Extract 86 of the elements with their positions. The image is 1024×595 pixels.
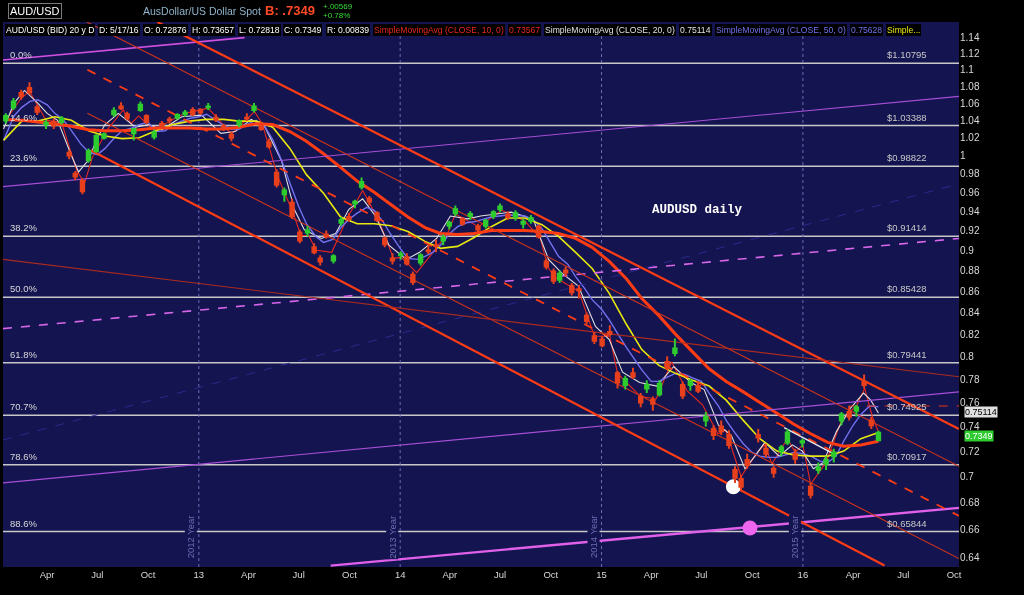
text: SimpleMovingAvg (CLOSE, 50, 0) bbox=[716, 25, 846, 35]
ref-line-label: $0.91414 bbox=[887, 222, 927, 233]
annotation: 0.73567 bbox=[509, 25, 541, 35]
y-tick-label: 1.06 bbox=[960, 97, 980, 109]
x-tick-label: Jul bbox=[695, 568, 708, 580]
y-tick-label: 1 bbox=[960, 150, 966, 162]
x-tick-label: 14 bbox=[394, 568, 406, 580]
y-tick-label: 1.14 bbox=[960, 32, 980, 44]
y-tick-label: 0.78 bbox=[960, 373, 980, 385]
annotation: 78.6% bbox=[10, 451, 38, 462]
x-tick-label: Oct bbox=[946, 568, 962, 580]
annotation: L: 0.72818 bbox=[239, 25, 280, 35]
x-tick-label: 15 bbox=[596, 568, 607, 580]
annotation: 50.0% bbox=[10, 283, 38, 294]
y-tick-label: 0.68 bbox=[960, 497, 980, 509]
ref-line-label: $1.03388 bbox=[887, 112, 927, 123]
annotation: H: 0.73657 bbox=[192, 25, 235, 35]
y-tick-label: 1.08 bbox=[960, 80, 980, 92]
y-tick-label: 0.76 bbox=[960, 396, 980, 408]
y-tick-label: 0.92 bbox=[960, 225, 980, 237]
annotation: C: 0.7349 bbox=[284, 25, 322, 35]
annotation: AUDUSD daily bbox=[652, 203, 743, 217]
x-tick-label: 13 bbox=[193, 568, 205, 580]
y-tick-label: 1.12 bbox=[960, 48, 980, 60]
x-tick-label: Apr bbox=[241, 568, 256, 580]
text: B: .7349 bbox=[265, 3, 315, 18]
annotation: 0.75628 bbox=[851, 25, 883, 35]
annotation: 70.7% bbox=[10, 401, 38, 412]
annotation: 38.2% bbox=[10, 222, 38, 233]
y-tick-label: 1.02 bbox=[960, 132, 980, 144]
y-tick-label: 0.98 bbox=[960, 168, 980, 180]
ref-line-label: $0.70917 bbox=[887, 451, 927, 462]
x-tick-label: Oct bbox=[342, 568, 358, 580]
y-tick-label: 0.74 bbox=[960, 420, 980, 432]
text: AusDollar/US Dollar Spot bbox=[143, 5, 261, 17]
annotation: 0.75114 bbox=[680, 25, 711, 35]
y-tick-label: 1.04 bbox=[960, 114, 980, 126]
y-tick-label: 0.84 bbox=[960, 306, 980, 318]
y-tick-label: 0.88 bbox=[960, 265, 980, 277]
x-tick-label: Apr bbox=[442, 568, 458, 580]
ref-line-label: 2014 Year bbox=[588, 515, 600, 559]
ref-line-label: $1.10795 bbox=[887, 49, 927, 60]
ref-line-label: 2012 Year bbox=[185, 515, 197, 559]
text: AUD/USD bbox=[10, 5, 60, 17]
y-tick-label: 0.86 bbox=[960, 285, 980, 297]
y-tick-label: 0.82 bbox=[960, 328, 980, 340]
text: +0.78% bbox=[323, 11, 351, 20]
chart-title: AUD/USD (BID) 20 y D bbox=[6, 25, 95, 35]
x-tick-label: Oct bbox=[140, 568, 156, 580]
annotation: R: 0.00839 bbox=[327, 25, 370, 35]
ref-line-label: $0.98822 bbox=[887, 152, 927, 163]
annotation: 61.8% bbox=[10, 349, 38, 360]
text: SimpleMovingAvg (CLOSE, 10, 0) bbox=[374, 25, 504, 35]
y-tick-label: 0.72 bbox=[960, 445, 980, 457]
x-tick-label: 16 bbox=[797, 568, 809, 580]
x-tick-label: Apr bbox=[845, 568, 861, 580]
ref-line-label: $0.85428 bbox=[887, 283, 927, 294]
y-tick-label: 0.66 bbox=[960, 523, 980, 535]
y-tick-label: 0.7 bbox=[960, 470, 975, 482]
text: Simple... bbox=[887, 25, 921, 35]
ref-line-label: $0.79441 bbox=[887, 349, 927, 360]
annotation: D: 5/17/16 bbox=[99, 25, 139, 35]
y-tick-label: 0.8 bbox=[960, 350, 975, 362]
ref-line-label: 2013 Year bbox=[386, 515, 398, 559]
text: SimpleMovingAvg (CLOSE, 20, 0) bbox=[545, 25, 675, 35]
text: 0.7349 bbox=[965, 431, 993, 441]
x-tick-label: Oct bbox=[744, 568, 760, 580]
x-tick-label: Jul bbox=[91, 568, 104, 580]
x-tick-label: Jul bbox=[897, 568, 910, 580]
annotation: 0.0% bbox=[10, 49, 33, 60]
x-tick-label: Jul bbox=[493, 568, 507, 580]
y-tick-label: 0.94 bbox=[960, 205, 980, 217]
x-tick-label: Jul bbox=[292, 568, 305, 580]
y-tick-label: 0.9 bbox=[960, 244, 975, 256]
text: 0.75114 bbox=[965, 407, 997, 417]
annotation: 88.6% bbox=[10, 518, 38, 529]
text: +.00569 bbox=[323, 2, 353, 11]
x-tick-label: Apr bbox=[643, 568, 659, 580]
ref-line-label: 2015 Year bbox=[789, 515, 801, 559]
x-tick-label: Oct bbox=[543, 568, 559, 580]
y-tick-label: 1.1 bbox=[960, 64, 975, 76]
annotation: O: 0.72876 bbox=[144, 25, 187, 35]
y-tick-label: 0.96 bbox=[960, 186, 980, 198]
annotation: 23.6% bbox=[10, 152, 38, 163]
x-tick-label: Apr bbox=[39, 568, 55, 580]
y-tick-label: 0.64 bbox=[960, 551, 980, 563]
